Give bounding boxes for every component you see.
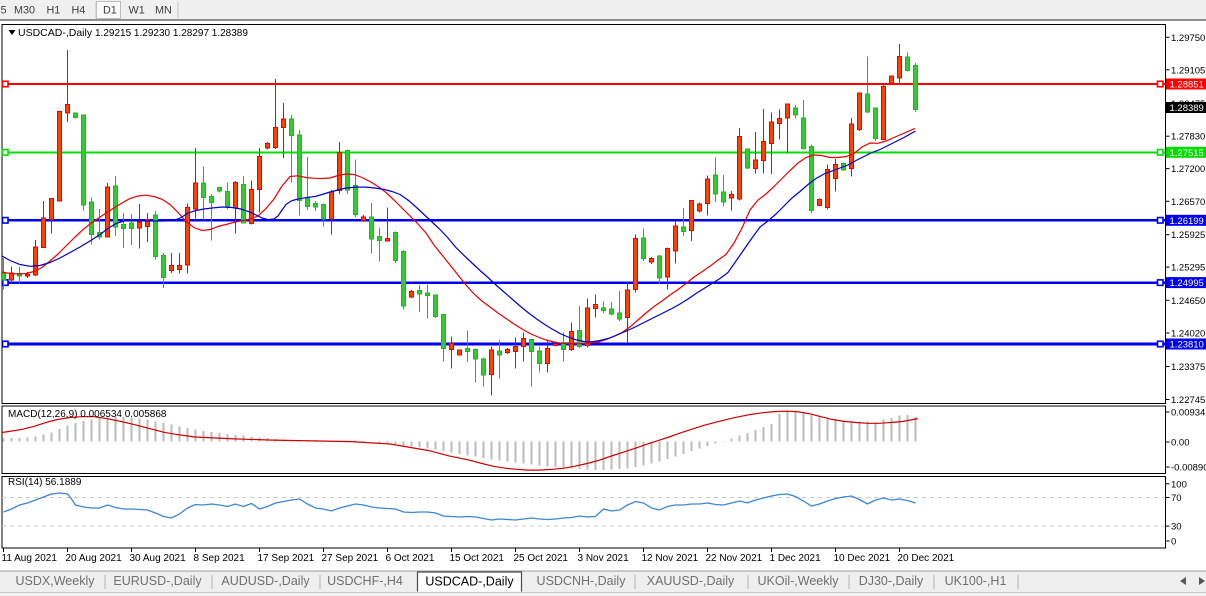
svg-text:EURUSD-,Daily: EURUSD-,Daily — [113, 574, 202, 588]
svg-text:1.24995: 1.24995 — [1170, 278, 1204, 289]
svg-text:15 Oct 2021: 15 Oct 2021 — [450, 553, 505, 564]
svg-text:20 Dec 2021: 20 Dec 2021 — [898, 553, 955, 564]
svg-text:5: 5 — [1, 5, 7, 17]
svg-text:22 Nov 2021: 22 Nov 2021 — [706, 553, 763, 564]
svg-text:100: 100 — [1171, 479, 1187, 490]
svg-text:1.28389: 1.28389 — [1170, 103, 1204, 114]
svg-text:USDCAD-,Daily: USDCAD-,Daily — [18, 27, 93, 39]
svg-text:USDCHF-,H4: USDCHF-,H4 — [327, 574, 403, 588]
svg-text:10 Dec 2021: 10 Dec 2021 — [834, 553, 891, 564]
svg-text:1.25925: 1.25925 — [1171, 230, 1205, 241]
svg-text:1.27830: 1.27830 — [1171, 132, 1205, 143]
svg-text:USDCNH-,Daily: USDCNH-,Daily — [537, 574, 627, 588]
svg-text:30 Aug 2021: 30 Aug 2021 — [130, 553, 187, 564]
svg-text:1.23375: 1.23375 — [1171, 362, 1205, 373]
svg-text:0.00: 0.00 — [1171, 438, 1190, 449]
svg-text:70: 70 — [1171, 493, 1182, 504]
svg-text:D1: D1 — [103, 5, 117, 17]
svg-text:DJ30-,Daily: DJ30-,Daily — [859, 574, 924, 588]
svg-text:8 Sep 2021: 8 Sep 2021 — [194, 553, 246, 564]
svg-text:1 Dec 2021: 1 Dec 2021 — [770, 553, 822, 564]
svg-text:H4: H4 — [72, 5, 86, 17]
svg-text:1.29105: 1.29105 — [1171, 65, 1205, 76]
svg-text:11 Aug 2021: 11 Aug 2021 — [2, 553, 58, 564]
svg-text:1.25295: 1.25295 — [1171, 263, 1205, 274]
svg-text:0: 0 — [1171, 537, 1176, 548]
svg-text:20 Aug 2021: 20 Aug 2021 — [66, 553, 123, 564]
svg-text:RSI(14) 56.1889: RSI(14) 56.1889 — [8, 477, 82, 488]
svg-text:17 Sep 2021: 17 Sep 2021 — [258, 553, 315, 564]
svg-text:1.28851: 1.28851 — [1170, 80, 1204, 91]
svg-text:MACD(12,26,9) 0.006534 0.00586: MACD(12,26,9) 0.006534 0.005868 — [8, 409, 167, 420]
svg-text:USDX,Weekly: USDX,Weekly — [16, 574, 96, 588]
svg-text:25 Oct 2021: 25 Oct 2021 — [514, 553, 569, 564]
svg-text:M30: M30 — [14, 5, 35, 17]
svg-text:MN: MN — [155, 5, 172, 17]
svg-text:12 Nov 2021: 12 Nov 2021 — [642, 553, 699, 564]
svg-text:H1: H1 — [47, 5, 61, 17]
svg-text:3 Nov 2021: 3 Nov 2021 — [578, 553, 630, 564]
svg-text:USDCAD-,Daily: USDCAD-,Daily — [425, 575, 514, 589]
svg-text:AUDUSD-,Daily: AUDUSD-,Daily — [221, 574, 310, 588]
svg-text:30: 30 — [1171, 522, 1182, 533]
svg-text:1.26570: 1.26570 — [1171, 197, 1205, 208]
svg-text:XAUUSD-,Daily: XAUUSD-,Daily — [647, 574, 735, 588]
svg-text:1.26199: 1.26199 — [1170, 216, 1204, 227]
svg-text:1.23810: 1.23810 — [1170, 340, 1204, 351]
svg-text:UKOil-,Weekly: UKOil-,Weekly — [757, 574, 839, 588]
svg-text:1.29215 1.29230 1.28297 1.2838: 1.29215 1.29230 1.28297 1.28389 — [95, 28, 248, 39]
svg-text:1.22745: 1.22745 — [1171, 395, 1205, 406]
svg-text:1.29750: 1.29750 — [1171, 33, 1205, 44]
svg-text:UK100-,H1: UK100-,H1 — [945, 574, 1007, 588]
svg-text:6 Oct 2021: 6 Oct 2021 — [386, 553, 435, 564]
svg-text:1.24650: 1.24650 — [1171, 296, 1205, 307]
svg-text:1.24020: 1.24020 — [1171, 329, 1205, 340]
svg-text:0.009345: 0.009345 — [1171, 408, 1206, 419]
svg-text:-0.008902: -0.008902 — [1171, 463, 1206, 474]
svg-text:W1: W1 — [129, 5, 145, 17]
svg-text:1.27515: 1.27515 — [1170, 148, 1204, 159]
svg-text:1.27200: 1.27200 — [1171, 164, 1205, 175]
svg-text:27 Sep 2021: 27 Sep 2021 — [322, 553, 379, 564]
